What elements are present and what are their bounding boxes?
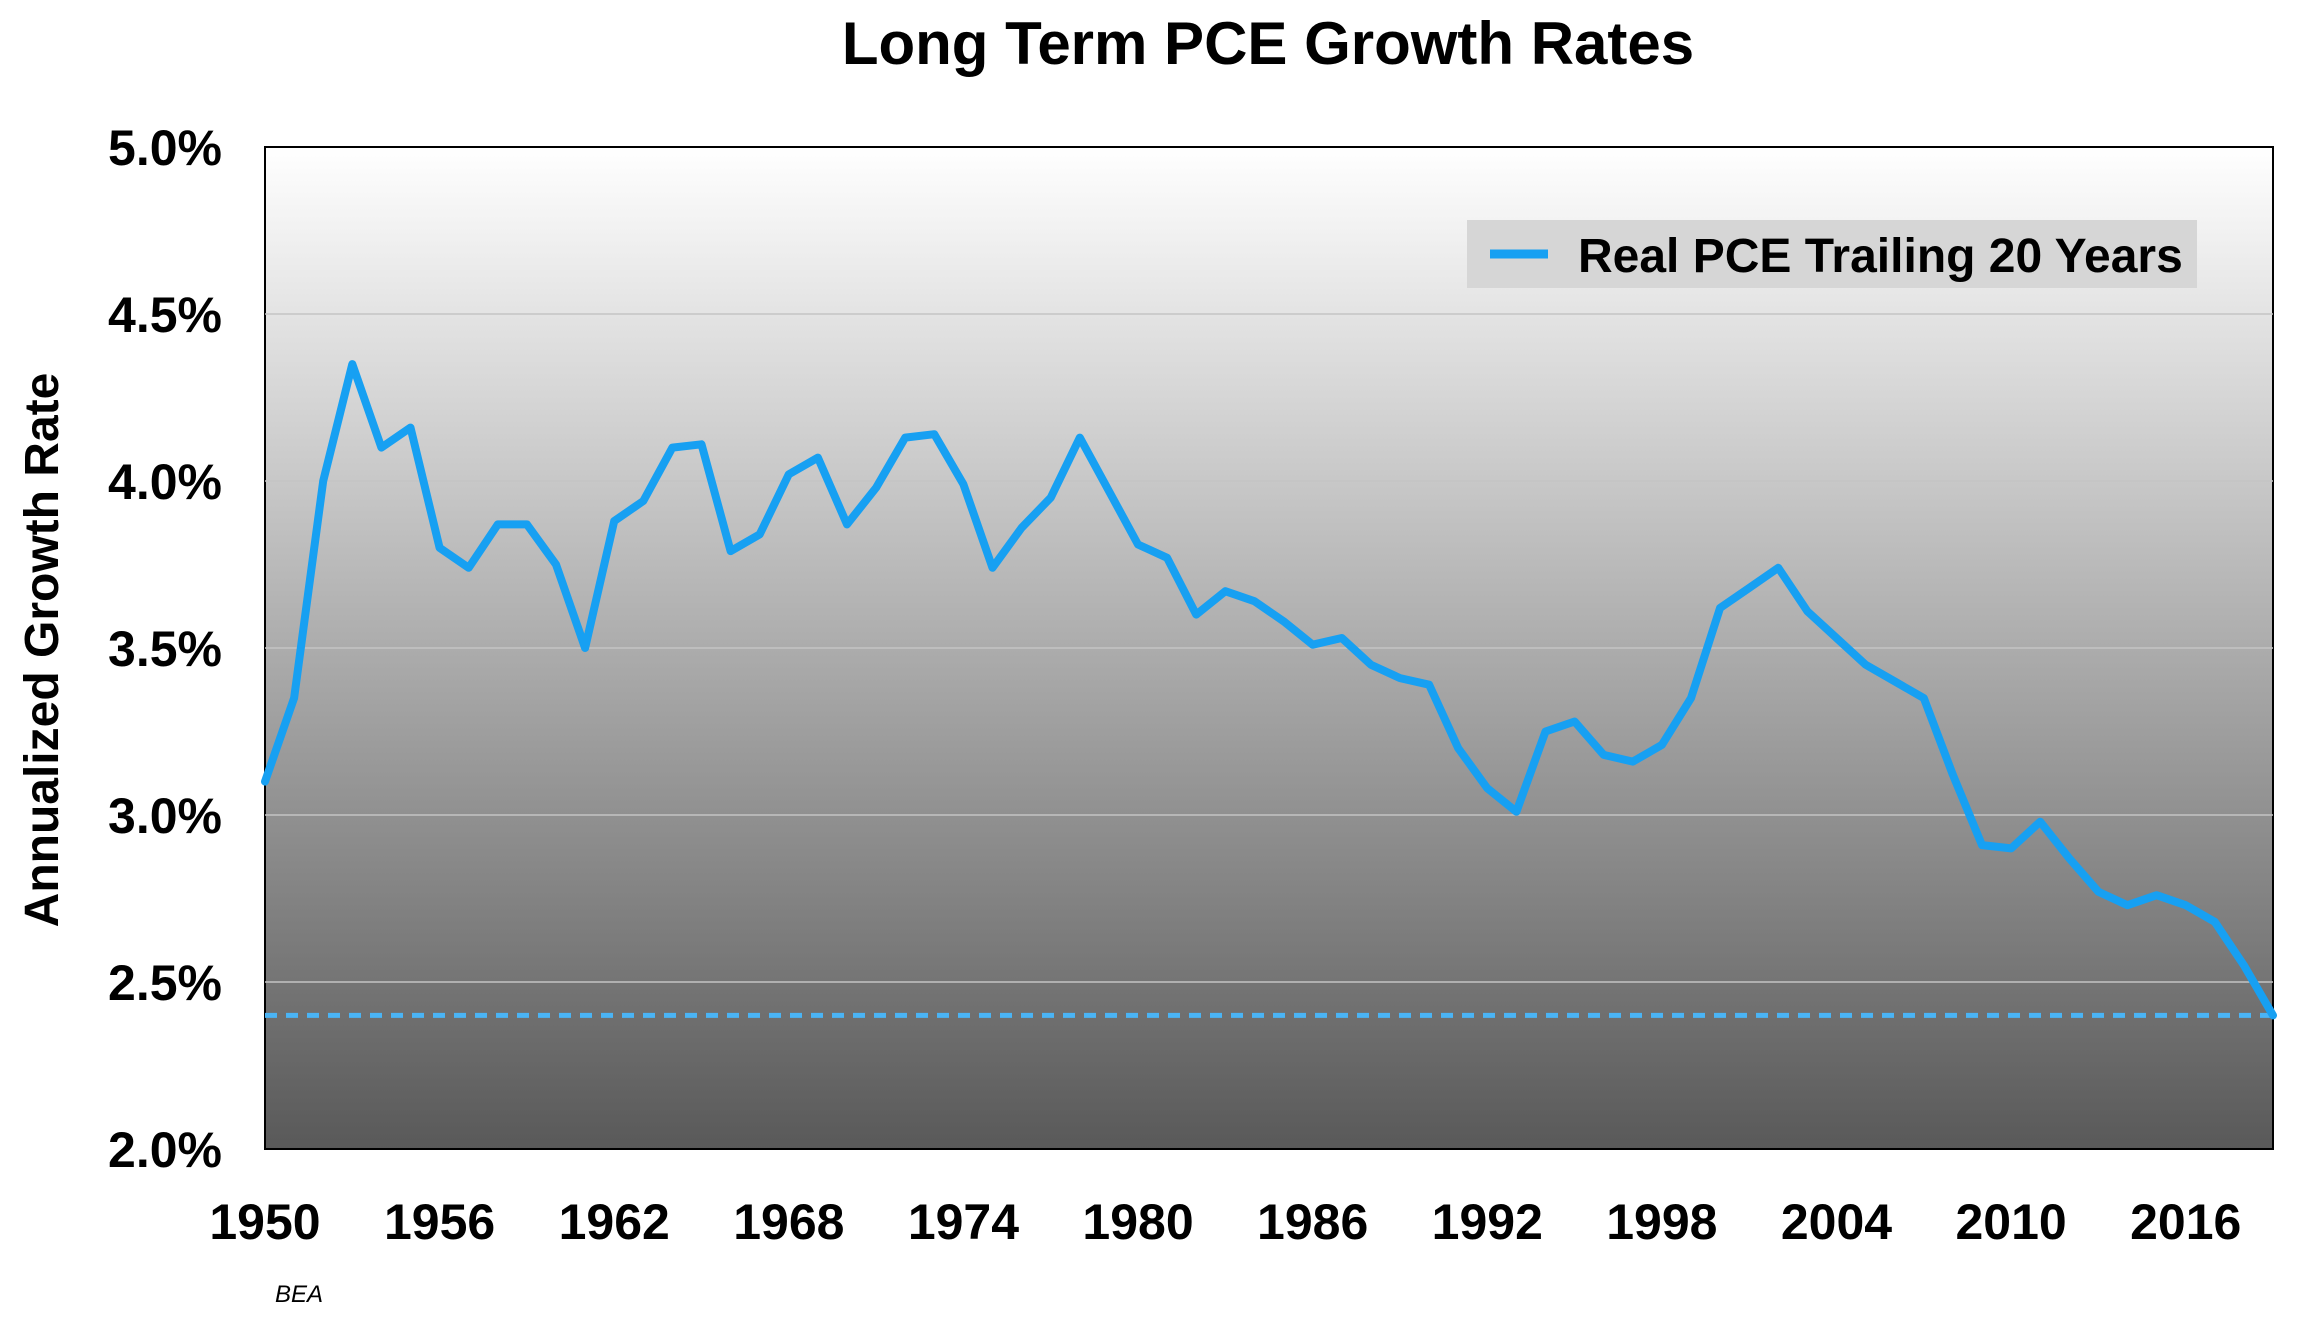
y-axis-label: Annualized Growth Rate [16, 373, 69, 928]
x-tick-label: 2016 [2130, 1194, 2241, 1250]
x-tick-label: 1986 [1257, 1194, 1368, 1250]
x-tick-label: 1992 [1432, 1194, 1543, 1250]
y-tick-label: 5.0% [108, 120, 222, 176]
x-tick-label: 1950 [209, 1194, 320, 1250]
y-tick-label: 3.0% [108, 788, 222, 844]
x-tick-label: 2010 [1955, 1194, 2066, 1250]
x-tick-label: 2004 [1781, 1194, 1892, 1250]
x-axis-ticks: 1950 1956 1962 1968 1974 1980 1986 1992 1998 2004… [209, 1194, 2241, 1250]
series-layer [261, 360, 2277, 1020]
chart-title: Long Term PCE Growth Rates [842, 10, 1694, 77]
x-tick-label: 1956 [384, 1194, 495, 1250]
x-tick-label: 1962 [559, 1194, 670, 1250]
legend-background [1467, 220, 2197, 288]
x-tick-label: 1998 [1606, 1194, 1717, 1250]
series-line [261, 360, 2277, 1020]
y-tick-label: 3.5% [108, 621, 222, 677]
legend: Real PCE Trailing 20 Years [1467, 220, 2197, 288]
y-tick-label: 2.0% [108, 1122, 222, 1178]
x-tick-label: 1980 [1082, 1194, 1193, 1250]
y-axis-ticks: 2.0% 2.5% 3.0% 3.5% 4.0% 4.5% 5.0% [108, 120, 222, 1178]
grid-lines [265, 313, 2273, 983]
source-note: BEA [275, 1281, 323, 1308]
x-tick-label: 1974 [908, 1194, 1019, 1250]
legend-label: Real PCE Trailing 20 Years [1578, 230, 2183, 283]
x-tick-label: 1968 [733, 1194, 844, 1250]
y-tick-label: 2.5% [108, 955, 222, 1011]
y-tick-label: 4.0% [108, 454, 222, 510]
y-tick-label: 4.5% [108, 287, 222, 343]
